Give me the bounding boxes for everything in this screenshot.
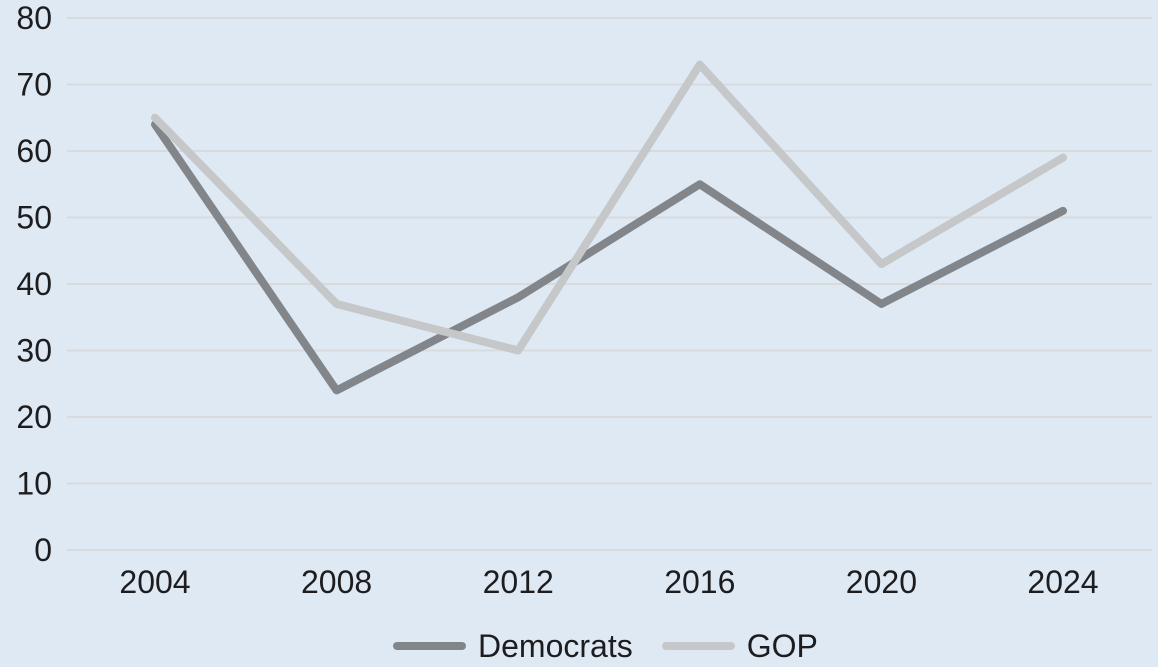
y-tick-label: 40 <box>16 266 52 302</box>
y-tick-label: 10 <box>16 466 52 502</box>
x-tick-label: 2008 <box>301 564 372 600</box>
y-tick-label: 0 <box>34 532 52 568</box>
x-tick-label: 2016 <box>664 564 735 600</box>
x-tick-label: 2024 <box>1027 564 1098 600</box>
legend: Democrats GOP <box>393 629 818 663</box>
x-tick-label: 2012 <box>483 564 554 600</box>
y-tick-label: 30 <box>16 333 52 369</box>
y-tick-label: 60 <box>16 133 52 169</box>
y-tick-label: 50 <box>16 200 52 236</box>
x-tick-label: 2020 <box>846 564 917 600</box>
legend-label-democrats: Democrats <box>478 628 633 664</box>
series-line-democrats <box>151 120 1067 395</box>
y-tick-label: 80 <box>16 0 52 36</box>
legend-label-gop: GOP <box>746 628 818 664</box>
legend-swatch-democrats <box>393 642 466 650</box>
y-tick-label: 20 <box>16 399 52 435</box>
series-line-gop <box>151 60 1067 355</box>
y-tick-label: 70 <box>16 67 52 103</box>
x-tick-label: 2004 <box>119 564 190 600</box>
legend-swatch-gop <box>661 642 735 650</box>
